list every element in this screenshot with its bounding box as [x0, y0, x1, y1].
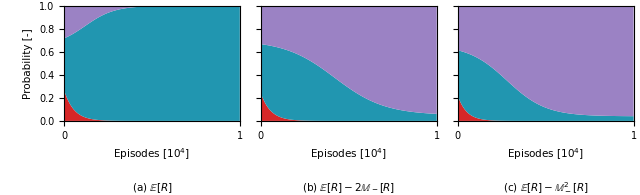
X-axis label: Episodes $[10^4]$: Episodes $[10^4]$	[310, 146, 387, 162]
Text: (b) $\mathbb{E}[R] - 2\mathbb{M}_-[R]$: (b) $\mathbb{E}[R] - 2\mathbb{M}_-[R]$	[302, 181, 396, 195]
X-axis label: Episodes $[10^4]$: Episodes $[10^4]$	[508, 146, 584, 162]
Y-axis label: Probability [-]: Probability [-]	[23, 28, 33, 99]
X-axis label: Episodes $[10^4]$: Episodes $[10^4]$	[113, 146, 190, 162]
Text: (c) $\mathbb{E}[R] - \mathbb{M}^2_-[R]$: (c) $\mathbb{E}[R] - \mathbb{M}^2_-[R]$	[503, 181, 589, 195]
Text: (a) $\mathbb{E}[R]$: (a) $\mathbb{E}[R]$	[132, 181, 172, 195]
